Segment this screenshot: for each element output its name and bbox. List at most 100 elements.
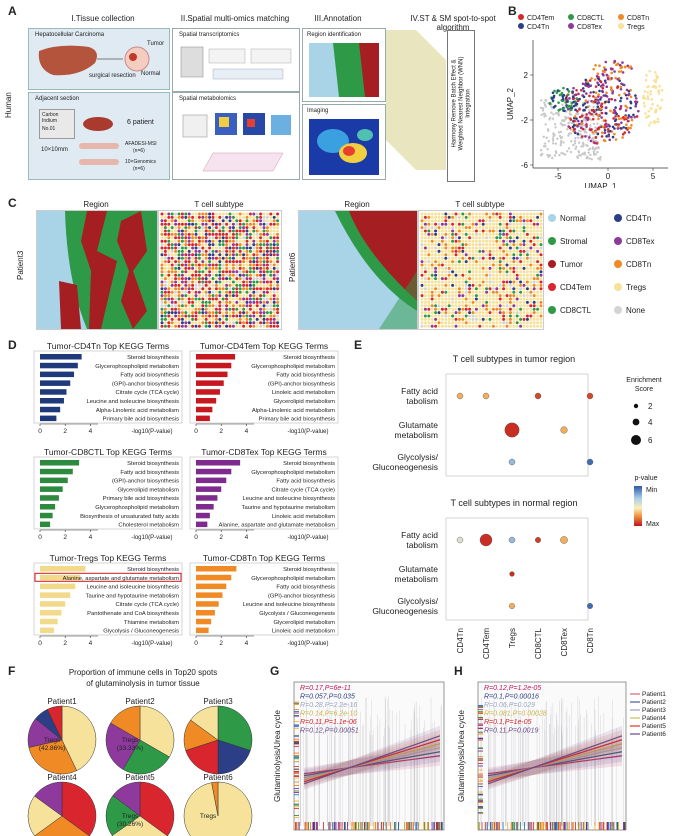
tcell-spot <box>532 294 536 298</box>
umap-point <box>546 153 549 157</box>
tcell-spot <box>434 226 438 230</box>
pie-slice <box>139 705 175 758</box>
tcell-spot <box>423 300 427 304</box>
tcell-spot <box>427 287 431 291</box>
tcell-spot <box>451 297 455 301</box>
corr-stat-label: R=0.17,P=6e-11 <box>300 685 351 692</box>
umap-point <box>546 128 550 131</box>
tcell-spot <box>464 283 468 287</box>
umap-point <box>581 82 585 86</box>
tcell-spot <box>242 304 246 308</box>
tcell-spot <box>488 270 492 274</box>
umap-point <box>596 150 599 154</box>
legend-dot <box>548 214 556 222</box>
tcell-spot <box>252 239 256 243</box>
tcell-spot <box>170 273 174 277</box>
tcell-spot <box>423 212 427 216</box>
tcell-spot <box>218 215 222 219</box>
tcell-spot <box>536 270 540 274</box>
tcell-spot <box>502 273 506 277</box>
tcell-spot <box>262 270 266 274</box>
tcell-spot <box>519 249 523 253</box>
tcell-spot <box>238 304 242 308</box>
tcell-spot <box>468 256 472 260</box>
tcell-spot <box>495 239 499 243</box>
tcell-spot <box>464 307 468 311</box>
tcell-spot <box>262 246 266 250</box>
umap-point <box>560 123 564 126</box>
tcell-spot <box>262 239 266 243</box>
umap-point <box>613 132 616 136</box>
kegg-x-tick-label: 2 <box>219 534 223 541</box>
tcell-spot <box>515 307 519 311</box>
tcell-spot <box>204 290 208 294</box>
umap-point <box>567 147 571 150</box>
umap-point <box>622 115 625 119</box>
tcell-spot <box>211 307 215 311</box>
tcell-spot <box>512 321 516 325</box>
umap-point <box>635 100 639 104</box>
umap-point <box>627 116 630 119</box>
kegg-bar <box>196 512 210 519</box>
corr-fit-line <box>487 743 623 781</box>
tcell-spot <box>265 229 269 233</box>
tcell-spot <box>491 280 495 284</box>
tcell-spot <box>434 243 438 247</box>
tcell-spot <box>187 260 191 264</box>
tcell-spot <box>177 266 181 270</box>
tcell-spot <box>522 219 526 223</box>
tcell-spot <box>522 283 526 287</box>
tcell-spot <box>160 277 164 281</box>
tcell-spot <box>505 229 509 233</box>
kegg-term-label: Glycerolipid metabolism <box>273 399 335 405</box>
corr-stat-label: R=0.12,P=0.00051 <box>300 728 359 735</box>
tcell-spot <box>214 266 218 270</box>
tcell-spot <box>502 277 506 281</box>
tcell-spot <box>276 273 280 277</box>
umap-y-tick-label: -6 <box>521 161 529 170</box>
tcell-spot <box>276 324 280 328</box>
kegg-x-tick-label: 0 <box>194 428 198 435</box>
tcell-spot <box>276 314 280 318</box>
tcell-spot <box>177 300 181 304</box>
tcell-spot <box>495 287 499 291</box>
umap-point <box>564 96 568 100</box>
tcell-spot <box>478 239 482 243</box>
tcell-spot <box>191 229 195 233</box>
tcell-spot <box>522 212 526 216</box>
umap-point <box>577 141 581 144</box>
umap-point <box>603 123 607 127</box>
tcell-spot <box>259 277 263 281</box>
region-legend-item: CD8Tex <box>614 237 654 246</box>
tcell-spot <box>536 260 540 264</box>
enrichment-legend-label: 4 <box>648 418 653 427</box>
tcell-spot <box>245 304 249 308</box>
tcell-spot <box>231 239 235 243</box>
tcell-spot <box>167 219 171 223</box>
tcell-spot <box>218 222 222 226</box>
tcell-spot <box>242 215 246 219</box>
tcell-spot <box>502 243 506 247</box>
tcell-spot <box>447 256 451 260</box>
umap-point <box>629 95 633 99</box>
umap-point <box>595 142 599 145</box>
tcell-spot <box>464 290 468 294</box>
tcell-spot <box>454 246 458 250</box>
tcell-spot <box>245 260 249 264</box>
tcell-spot <box>508 212 512 216</box>
tcell-spot <box>221 304 225 308</box>
tcell-spot <box>512 236 516 240</box>
tcell-spot <box>481 246 485 250</box>
kegg-x-tick-label: 2 <box>219 640 223 647</box>
tcell-spot <box>498 253 502 257</box>
harmony-text: Harmony Remove Batch Effect & <box>451 59 458 148</box>
tcell-spot <box>474 222 478 226</box>
tcell-spot <box>180 246 184 250</box>
tcell-spot <box>167 277 171 281</box>
tcell-spot <box>491 232 495 236</box>
tcell-spot <box>167 311 171 315</box>
umap-point <box>572 100 575 104</box>
umap-point <box>566 150 569 153</box>
tcell-spot <box>454 266 458 270</box>
umap-point <box>619 66 623 70</box>
